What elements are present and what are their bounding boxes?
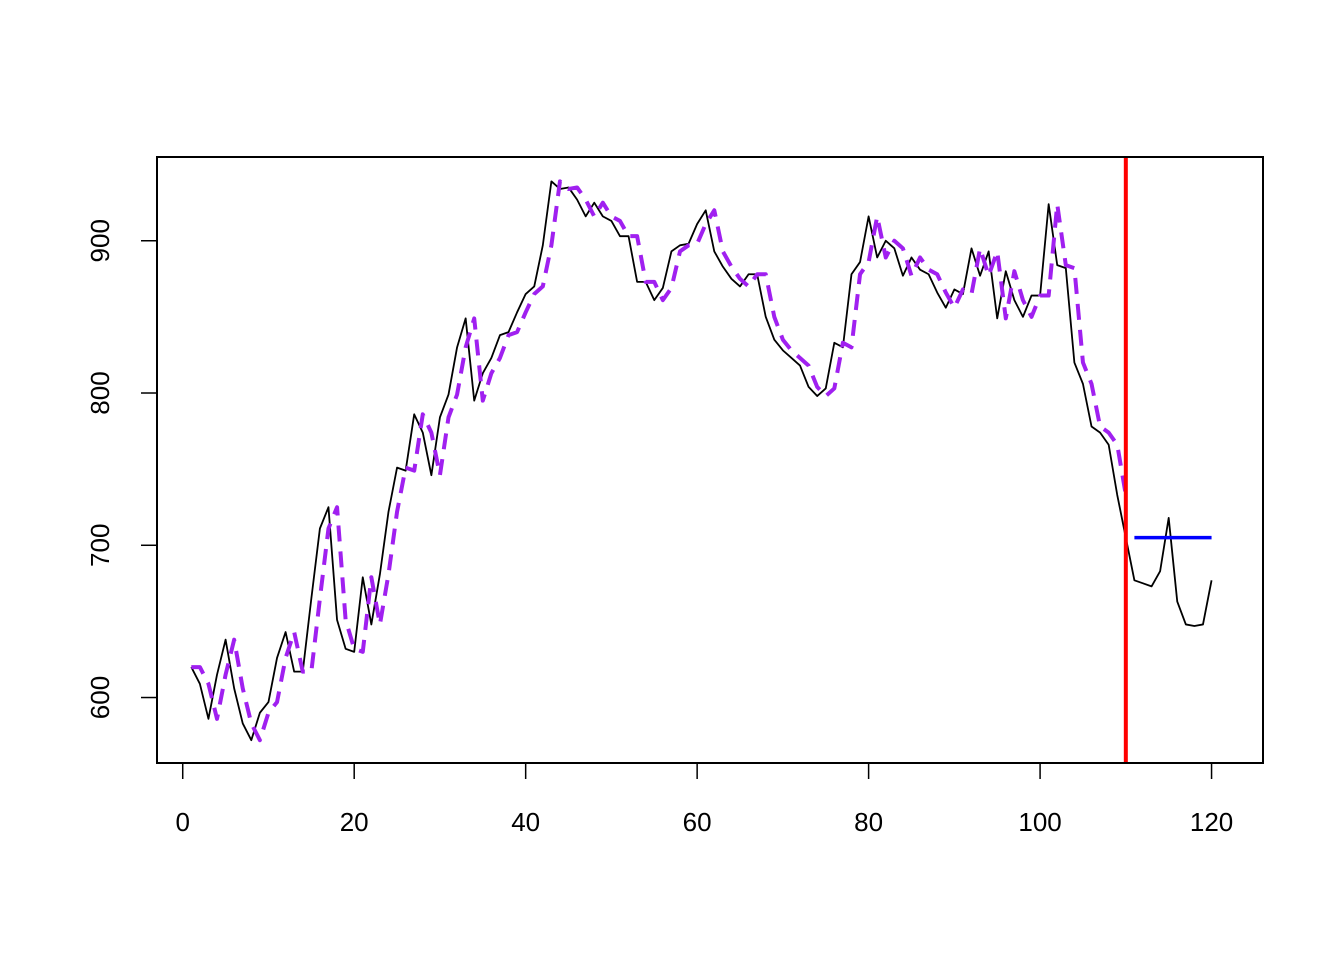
y-tick-label: 700 (85, 524, 115, 567)
x-tick-label: 100 (1018, 807, 1061, 837)
y-tick-label: 900 (85, 219, 115, 262)
x-tick-label: 40 (511, 807, 540, 837)
y-tick-label: 800 (85, 371, 115, 414)
y-tick-label: 600 (85, 676, 115, 719)
series-line-0 (190, 180, 1213, 742)
x-tick-label: 60 (683, 807, 712, 837)
x-tick-label: 80 (854, 807, 883, 837)
x-axis: 0 20 40 60 80 100 120 (175, 762, 1233, 837)
x-tick-label: 20 (340, 807, 369, 837)
x-tick-label: 0 (175, 807, 189, 837)
series-layer (190, 179, 1213, 743)
y-axis: 600 700 800 900 (85, 219, 158, 719)
x-tick-label: 120 (1190, 807, 1233, 837)
